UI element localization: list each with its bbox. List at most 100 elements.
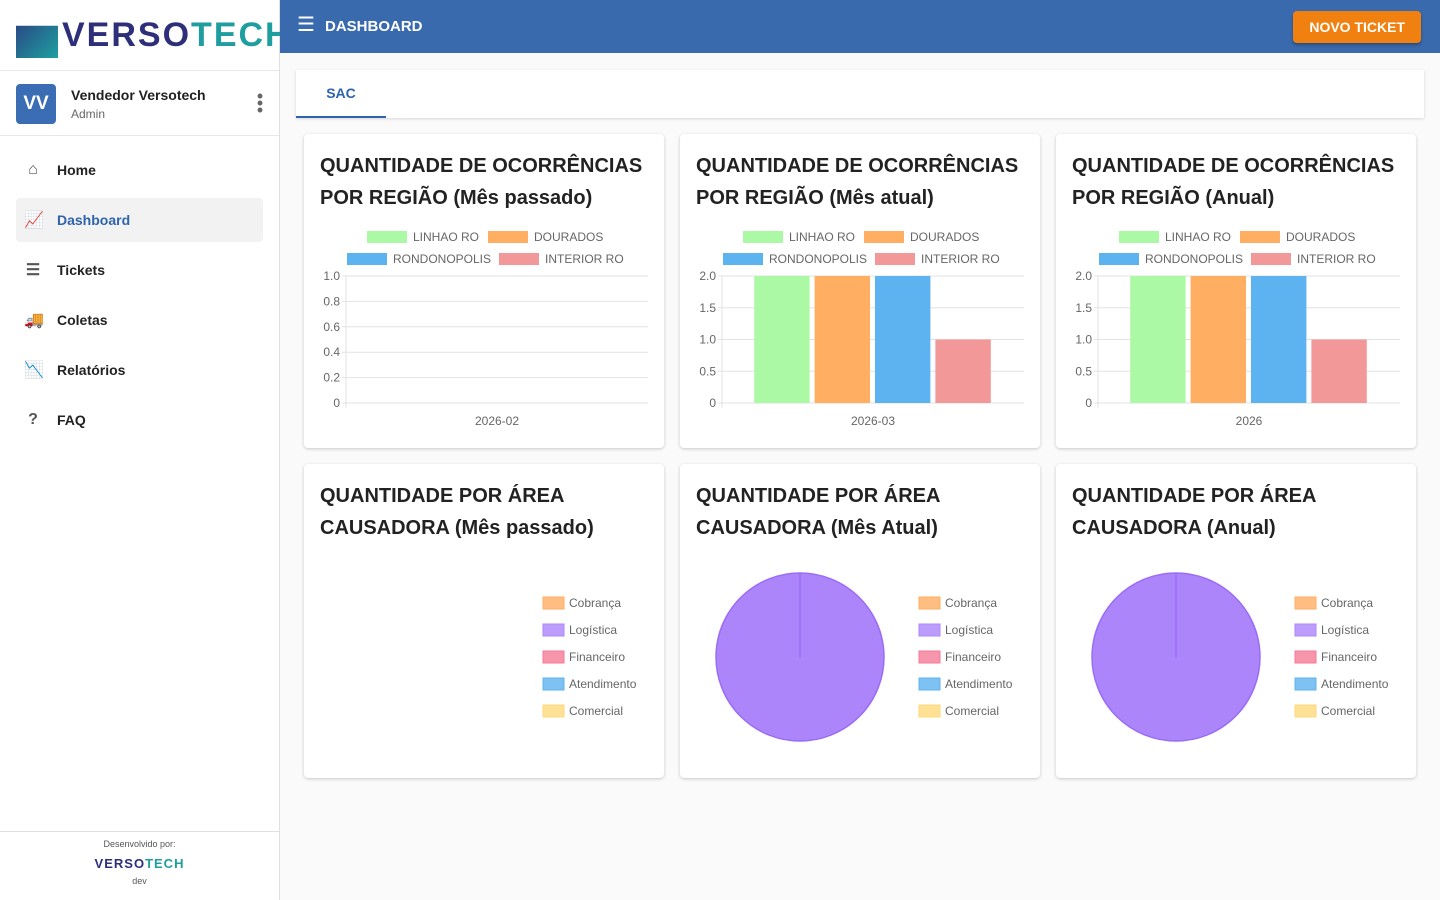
sidebar-item-faq[interactable]: ? FAQ	[16, 398, 263, 442]
chart-title: QUANTIDADE DE OCORRÊNCIAS POR REGIÃO (An…	[1072, 155, 1395, 209]
developed-by: Desenvolvido por:	[103, 839, 176, 849]
legend-label[interactable]: Cobrança	[1321, 596, 1373, 610]
legend-label[interactable]: Logística	[569, 623, 617, 637]
legend-label[interactable]: Atendimento	[569, 677, 637, 691]
legend-swatch[interactable]	[1294, 650, 1317, 664]
legend-label[interactable]: INTERIOR RO	[921, 252, 1000, 266]
legend-swatch[interactable]	[918, 596, 941, 610]
tabs-bar: SAC	[296, 70, 1424, 118]
legend-swatch[interactable]	[542, 596, 565, 610]
legend-swatch[interactable]	[499, 253, 539, 265]
x-tick-label: 2026-02	[475, 414, 519, 428]
legend-label[interactable]: Comercial	[569, 704, 623, 718]
legend-label[interactable]: DOURADOS	[1286, 230, 1355, 244]
area-pie-chart-card: QUANTIDADE POR ÁREA CAUSADORA (Mês Atual…	[680, 464, 1040, 778]
legend-label[interactable]: Atendimento	[945, 677, 1013, 691]
legend-swatch[interactable]	[1251, 253, 1291, 265]
legend-swatch[interactable]	[864, 231, 904, 243]
avatar: VV	[16, 84, 56, 124]
legend-swatch[interactable]	[542, 677, 565, 691]
new-ticket-button[interactable]: NOVO TICKET	[1293, 11, 1421, 43]
legend-label[interactable]: LINHAO RO	[1165, 230, 1231, 244]
app-header: ☰ DASHBOARD NOVO TICKET	[280, 0, 1440, 53]
bar[interactable]	[1190, 276, 1246, 403]
legend-label[interactable]: RONDONOPOLIS	[1145, 252, 1243, 266]
sidebar-item-label: Tickets	[57, 262, 105, 278]
legend-swatch[interactable]	[1240, 231, 1280, 243]
legend-swatch[interactable]	[367, 231, 407, 243]
sidebar-item-relatorios[interactable]: 📉 Relatórios	[16, 348, 263, 392]
truck-icon: 🚚	[24, 312, 44, 329]
legend-label[interactable]: Financeiro	[569, 650, 625, 664]
chart-title: QUANTIDADE POR ÁREA CAUSADORA (Mês Atual…	[696, 485, 940, 539]
legend-swatch[interactable]	[1294, 704, 1317, 718]
legend-label[interactable]: Comercial	[945, 704, 999, 718]
legend-swatch[interactable]	[1119, 231, 1159, 243]
legend-label[interactable]: Logística	[945, 623, 993, 637]
legend-label[interactable]: RONDONOPOLIS	[769, 252, 867, 266]
chart-svg: Cobrança Logística Financeiro Atendimento Co…	[1091, 572, 1389, 742]
legend-label[interactable]: DOURADOS	[910, 230, 979, 244]
legend-label[interactable]: LINHAO RO	[789, 230, 855, 244]
legend-label[interactable]: INTERIOR RO	[545, 252, 624, 266]
sidebar-item-tickets[interactable]: ☰ Tickets	[16, 248, 263, 292]
area-pie-chart-card: QUANTIDADE POR ÁREA CAUSADORA (Anual) Cob…	[1056, 464, 1416, 778]
tab-sac[interactable]: SAC	[296, 70, 386, 118]
legend-label[interactable]: RONDONOPOLIS	[393, 252, 491, 266]
legend-label[interactable]: Logística	[1321, 623, 1369, 637]
legend-label[interactable]: Comercial	[1321, 704, 1375, 718]
chart-svg: LINHAO RO DOURADOS RONDONOPOLIS INTERIOR RO…	[1075, 230, 1400, 428]
legend-label[interactable]: Financeiro	[945, 650, 1001, 664]
environment-label: dev	[132, 876, 147, 886]
y-tick-label: 2.0	[1075, 269, 1092, 283]
bar[interactable]	[1130, 276, 1186, 403]
sidebar-item-label: Coletas	[57, 312, 108, 328]
legend-label[interactable]: Cobrança	[569, 596, 621, 610]
bar[interactable]	[1251, 276, 1307, 403]
y-tick-label: 0.5	[1075, 364, 1092, 378]
legend-swatch[interactable]	[1294, 596, 1317, 610]
logo-mark-icon	[16, 25, 58, 58]
legend-swatch[interactable]	[1294, 677, 1317, 691]
legend-label[interactable]: Atendimento	[1321, 677, 1389, 691]
legend-swatch[interactable]	[542, 704, 565, 718]
legend-label[interactable]: Cobrança	[945, 596, 997, 610]
legend-swatch[interactable]	[1294, 623, 1317, 637]
more-vert-icon[interactable]: • • •	[256, 86, 264, 120]
legend-swatch[interactable]	[488, 231, 528, 243]
versotech-logo[interactable]: VERSOTECH	[16, 12, 292, 58]
home-icon: ⌂	[28, 161, 38, 178]
bar[interactable]	[814, 276, 870, 403]
legend-swatch[interactable]	[875, 253, 915, 265]
y-tick-label: 0.5	[699, 364, 716, 378]
legend-swatch[interactable]	[542, 650, 565, 664]
legend-swatch[interactable]	[918, 677, 941, 691]
legend-swatch[interactable]	[918, 623, 941, 637]
legend-swatch[interactable]	[723, 253, 763, 265]
sidebar: VERSOTECH VV Vendedor Versotech Admin • •…	[0, 0, 290, 900]
legend-swatch[interactable]	[918, 704, 941, 718]
legend-swatch[interactable]	[918, 650, 941, 664]
sidebar-item-label: Home	[57, 162, 96, 178]
footer-logo: VERSOTECH	[94, 856, 185, 871]
legend-swatch[interactable]	[347, 253, 387, 265]
bar[interactable]	[1311, 339, 1367, 404]
sidebar-item-dashboard[interactable]: 📈 Dashboard	[16, 198, 263, 242]
bar[interactable]	[875, 276, 931, 403]
legend-swatch[interactable]	[743, 231, 783, 243]
menu-icon[interactable]: ☰	[297, 14, 315, 36]
sidebar-item-home[interactable]: ⌂ Home	[16, 148, 263, 192]
region-bar-chart-card: QUANTIDADE DE OCORRÊNCIAS POR REGIÃO (Mê…	[304, 134, 664, 448]
y-tick-label: 2.0	[699, 269, 716, 283]
chart-svg: Cobrança Logística Financeiro Atendimento Co…	[542, 596, 637, 718]
legend-label[interactable]: DOURADOS	[534, 230, 603, 244]
legend-swatch[interactable]	[542, 623, 565, 637]
legend-swatch[interactable]	[1099, 253, 1139, 265]
bar[interactable]	[754, 276, 810, 403]
bar[interactable]	[935, 339, 991, 404]
legend-label[interactable]: INTERIOR RO	[1297, 252, 1376, 266]
legend-label[interactable]: LINHAO RO	[413, 230, 479, 244]
sidebar-item-coletas[interactable]: 🚚 Coletas	[16, 298, 263, 342]
legend-label[interactable]: Financeiro	[1321, 650, 1377, 664]
region-bar-chart-card: QUANTIDADE DE OCORRÊNCIAS POR REGIÃO (An…	[1056, 134, 1416, 448]
